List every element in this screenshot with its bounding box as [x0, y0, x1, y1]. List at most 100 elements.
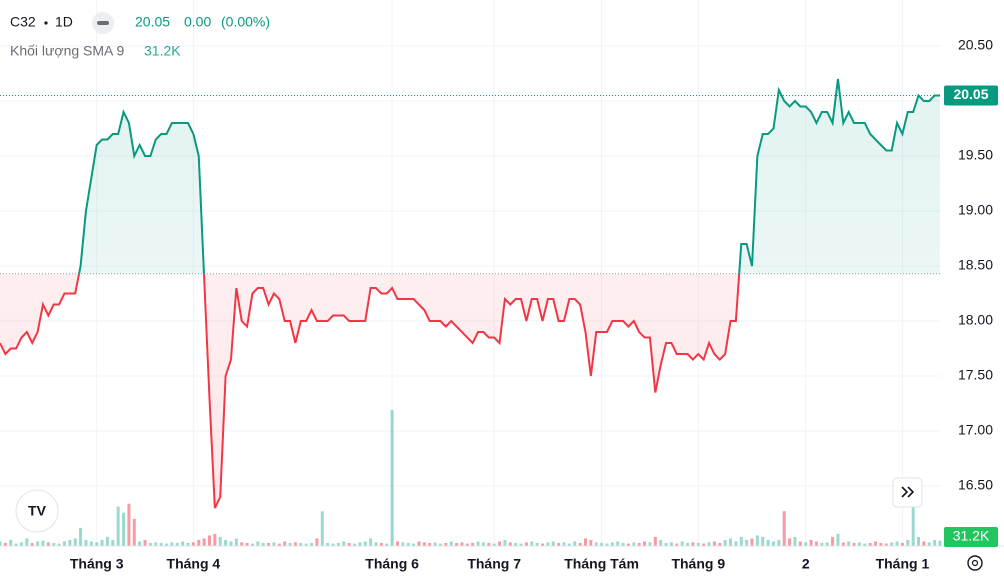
volume-bar — [782, 511, 786, 546]
volume-bar — [745, 539, 749, 546]
volume-bar — [326, 542, 330, 546]
volume-bar — [111, 539, 115, 546]
volume-bar — [551, 541, 555, 546]
y-tick-label: 16.50 — [958, 477, 993, 493]
volume-bar — [562, 542, 566, 546]
volume-bar — [906, 539, 910, 546]
volume-bar — [36, 541, 40, 546]
volume-bar — [809, 539, 813, 546]
volume-bar — [224, 539, 228, 546]
change: 0.00 — [184, 14, 211, 30]
price-line-up — [78, 78, 940, 274]
logo-mark: TV — [28, 503, 47, 519]
volume-bar — [25, 538, 29, 546]
volume-bar — [229, 541, 233, 546]
volume-bar — [927, 542, 931, 546]
volume-bar — [213, 533, 217, 546]
settings-icon — [971, 559, 979, 567]
volume-bar — [444, 542, 448, 546]
volume-bar — [626, 543, 630, 546]
volume-bar — [41, 540, 45, 546]
volume-bar — [73, 538, 77, 546]
volume-bar — [938, 540, 942, 546]
volume-bar — [567, 543, 571, 546]
volume-bar — [804, 542, 808, 546]
volume-bar — [616, 541, 620, 546]
volume-bar — [57, 543, 61, 546]
volume-bar — [761, 536, 765, 546]
volume-bar — [283, 541, 287, 546]
volume-bar — [605, 543, 609, 546]
volume-bar — [868, 542, 872, 546]
volume-bar — [680, 541, 684, 546]
volume-bar — [417, 541, 421, 546]
volume-bar — [643, 541, 647, 546]
volume-bar — [272, 542, 276, 546]
logo[interactable] — [15, 489, 59, 533]
volume-bar — [154, 542, 158, 546]
volume-bar — [546, 542, 550, 546]
volume-bar — [578, 542, 582, 546]
volume-bar — [648, 542, 652, 546]
volume-bar — [293, 542, 297, 546]
volume-bar — [841, 542, 845, 546]
volume-bar — [191, 542, 195, 546]
volume-bar — [718, 542, 722, 546]
volume-bar — [369, 538, 373, 546]
volume-bar — [481, 542, 485, 546]
volume-bar — [250, 543, 254, 546]
area-down — [0, 273, 740, 509]
volume-bar — [793, 536, 797, 546]
x-tick-label: Tháng Tám — [564, 556, 639, 572]
volume-bar — [610, 542, 614, 546]
volume-bar — [514, 542, 518, 546]
symbol: C32 — [10, 14, 36, 30]
volume-bar — [159, 542, 163, 546]
y-tick-label: 19.00 — [958, 202, 993, 218]
volume-bar — [320, 511, 324, 546]
volume-bar — [422, 542, 426, 546]
volume-bar — [202, 538, 206, 546]
toggle-icon — [97, 21, 109, 25]
volume-bar — [170, 542, 174, 546]
volume-bar — [471, 542, 475, 546]
separator-dot — [44, 21, 48, 25]
volume-label: Khối lượng SMA 9 — [10, 43, 124, 59]
volume-bar — [621, 542, 625, 546]
volume-bar — [143, 539, 147, 546]
volume-bar — [207, 535, 211, 546]
volume-bar — [68, 539, 72, 546]
volume-bar — [52, 542, 56, 546]
volume-bar — [632, 542, 636, 546]
volume-bar — [395, 541, 399, 546]
volume-bar — [342, 541, 346, 546]
volume-bar — [911, 506, 915, 546]
volume-bar — [686, 542, 690, 546]
volume-bar — [895, 541, 899, 546]
volume-bar — [261, 542, 265, 546]
volume-bar — [659, 539, 663, 546]
volume-bar — [600, 542, 604, 546]
volume-bar — [573, 541, 577, 546]
volume-bar — [0, 541, 2, 546]
volume-bar — [240, 542, 244, 546]
volume-bar — [798, 541, 802, 546]
volume-bar — [401, 542, 405, 546]
volume-bar — [852, 542, 856, 546]
volume-bar — [739, 536, 743, 546]
y-tick-label: 18.00 — [958, 312, 993, 328]
volume-bar — [589, 539, 593, 546]
volume-bar — [669, 542, 673, 546]
volume-bar — [541, 543, 545, 546]
y-tick-label: 19.50 — [958, 147, 993, 163]
volume-bar — [465, 543, 469, 546]
volume-bar — [777, 539, 781, 546]
settings-button[interactable] — [967, 555, 983, 571]
volume-bar — [675, 543, 679, 546]
volume-bar — [831, 536, 835, 546]
volume-bar — [653, 536, 657, 546]
volume-bar — [95, 542, 99, 546]
volume-bar — [712, 541, 716, 546]
volume-bar — [14, 543, 18, 546]
